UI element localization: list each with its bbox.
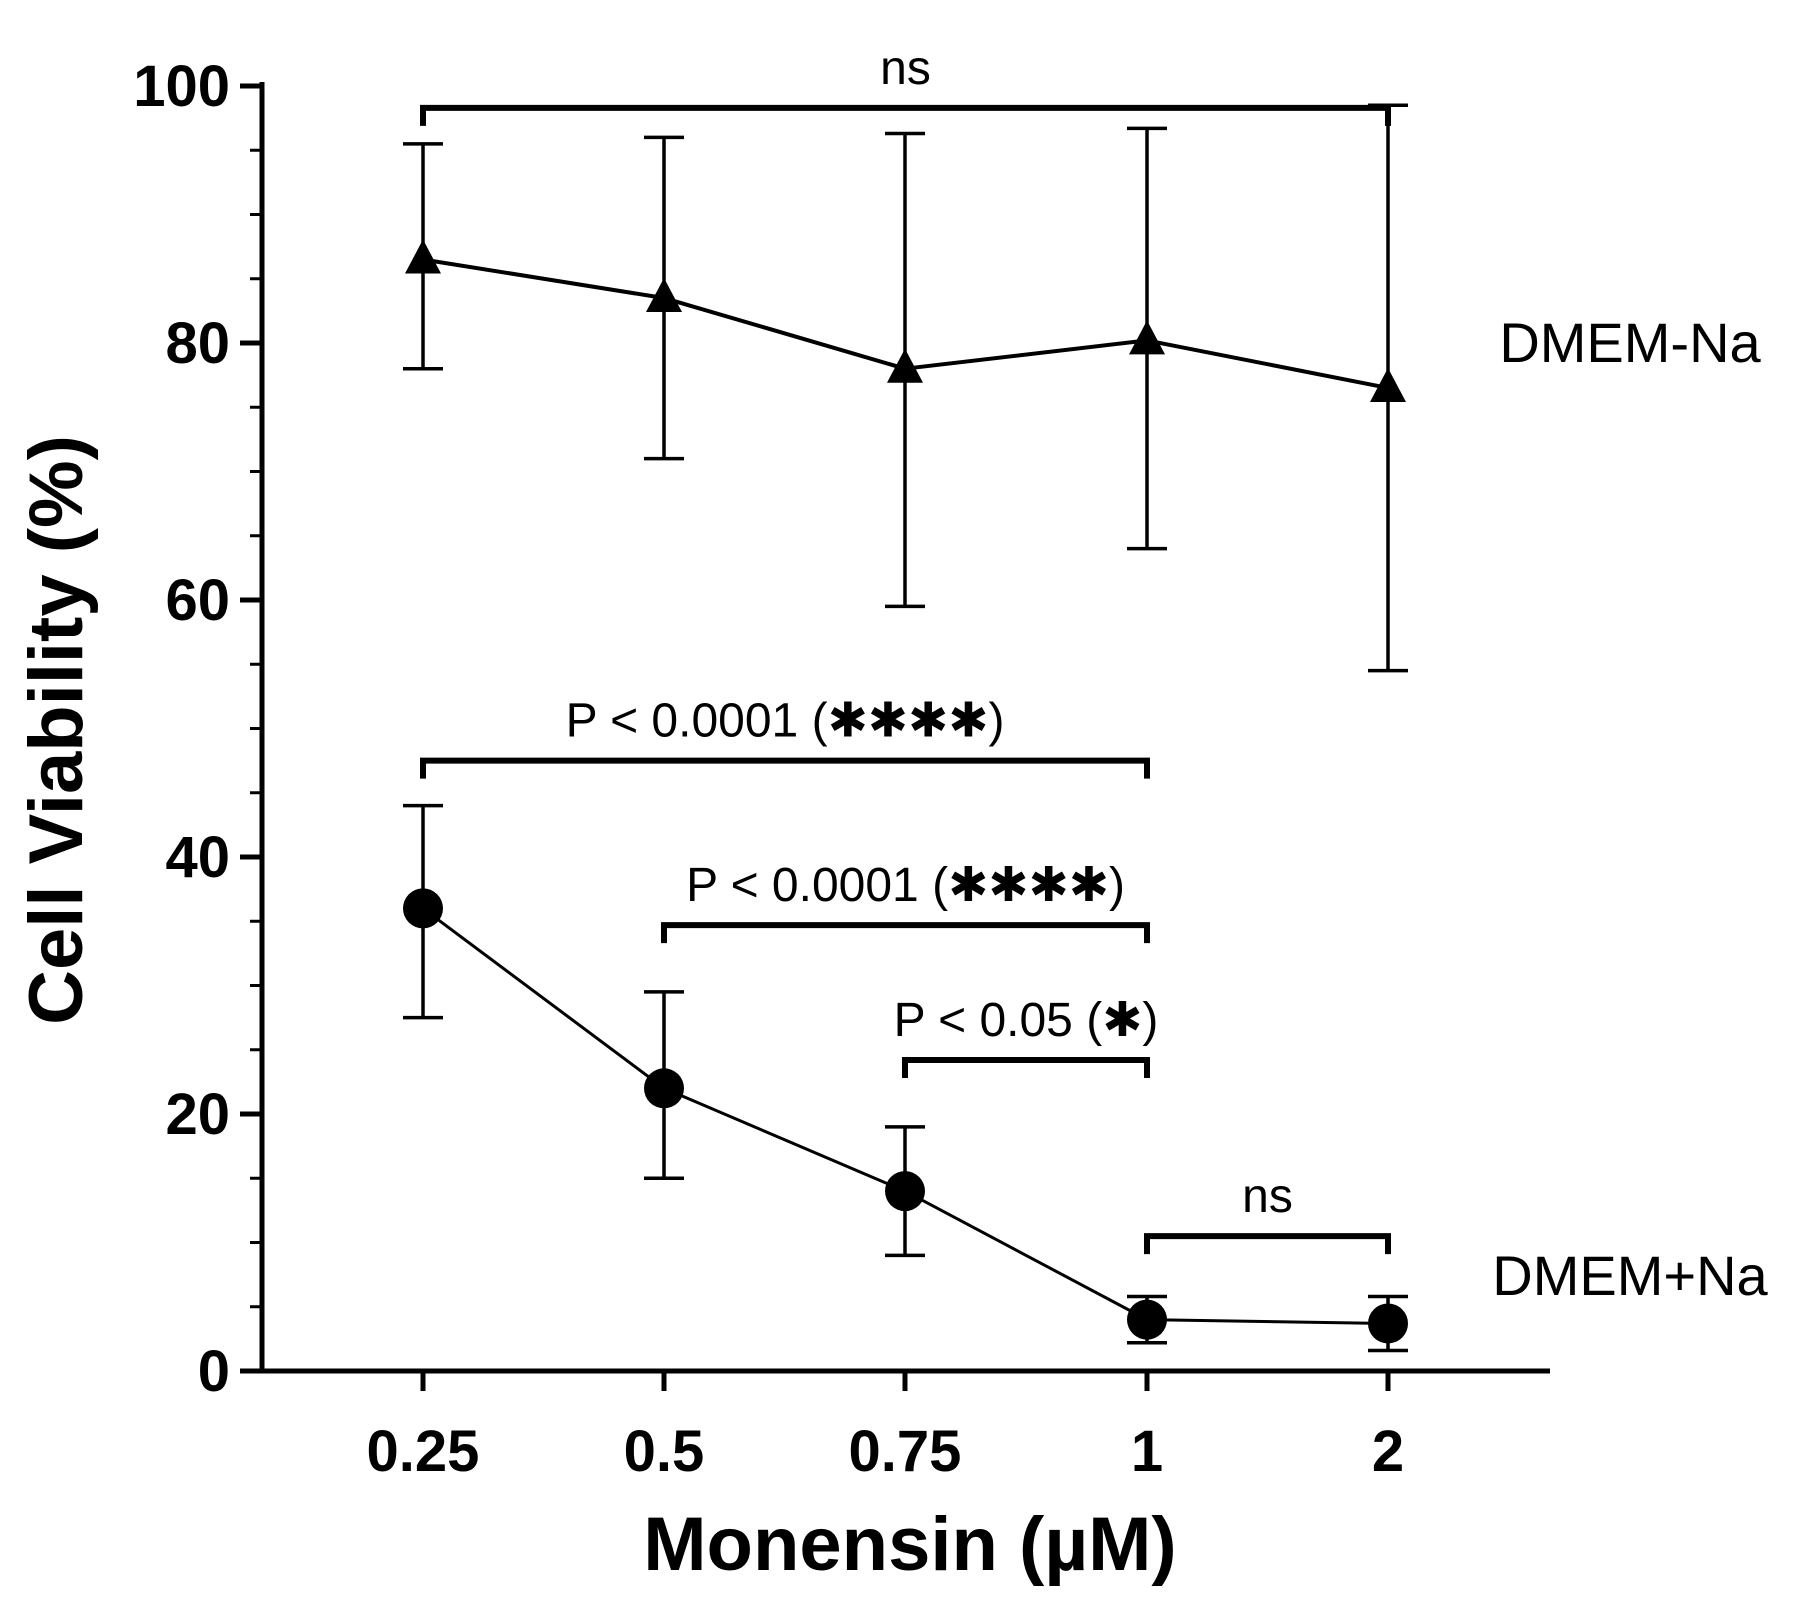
bracket-line xyxy=(420,104,1391,126)
series-layer: DMEM-Na DMEM+Na xyxy=(403,103,1769,1353)
data-point-circle xyxy=(644,1068,684,1109)
y-tick-label: 100 xyxy=(133,54,230,119)
x-tick-label: 0.75 xyxy=(849,1419,962,1484)
x-tick-label: 0.25 xyxy=(367,1419,480,1484)
bracket-label: P < 0.0001 (✱✱✱✱) xyxy=(686,859,1125,912)
y-tick-label: 60 xyxy=(165,568,230,633)
bracket-line xyxy=(661,922,1150,944)
series-DMEM+Na: DMEM+Na xyxy=(403,803,1769,1353)
bracket-label: P < 0.0001 (✱✱✱✱) xyxy=(566,695,1005,748)
data-point-circle xyxy=(1127,1299,1167,1340)
bracket-line xyxy=(1144,1233,1391,1255)
y-tick-label: 80 xyxy=(165,311,230,376)
series-line xyxy=(422,907,1389,1325)
significance-bracket: P < 0.05 (✱) xyxy=(894,994,1159,1079)
data-point-triangle xyxy=(1370,367,1406,402)
significance-bracket: P < 0.0001 (✱✱✱✱) xyxy=(661,859,1150,944)
bracket-line xyxy=(902,1057,1150,1079)
bracket-label: P < 0.05 (✱) xyxy=(894,994,1159,1047)
series-label: DMEM-Na xyxy=(1499,311,1761,374)
y-tick-label: 20 xyxy=(165,1082,230,1147)
series-DMEM-Na: DMEM-Na xyxy=(403,103,1762,673)
data-point-circle xyxy=(885,1171,925,1212)
x-axis-title: Monensin (µM) xyxy=(643,1502,1176,1587)
y-tick-label: 40 xyxy=(165,825,230,890)
bracket-label: ns xyxy=(1242,1170,1293,1223)
significance-bracket: ns xyxy=(1144,1170,1391,1255)
data-point-triangle xyxy=(887,348,923,383)
series-label: DMEM+Na xyxy=(1492,1244,1768,1307)
axes: 0 20 40 60 80 100 0.25 0.5 0.75 1 2 xyxy=(133,54,1550,1484)
x-tick-label: 0.5 xyxy=(624,1419,705,1484)
data-point-triangle xyxy=(646,278,682,313)
x-tick-label: 2 xyxy=(1372,1419,1404,1484)
x-tick-label: 1 xyxy=(1131,1419,1163,1484)
bracket-line xyxy=(420,757,1150,779)
significance-bracket: P < 0.0001 (✱✱✱✱) xyxy=(420,695,1150,779)
significance-bracket: ns xyxy=(420,42,1391,126)
y-tick-label: 0 xyxy=(198,1339,230,1404)
y-axis-title: Cell Viability (%) xyxy=(14,435,99,1025)
bracket-label: ns xyxy=(880,42,931,95)
data-point-triangle xyxy=(405,239,441,274)
data-point-circle xyxy=(1368,1303,1408,1344)
data-point-circle xyxy=(403,888,443,929)
data-point-triangle xyxy=(1129,320,1165,355)
